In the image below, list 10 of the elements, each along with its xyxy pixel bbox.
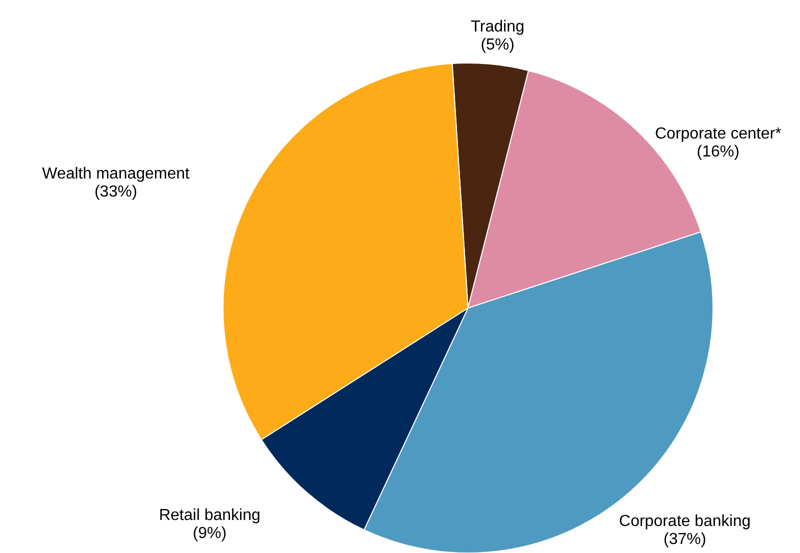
slice-label: Wealth management [42, 166, 190, 183]
data-label: (33%) [94, 184, 138, 201]
slice-label: Corporate center* [655, 125, 782, 142]
slice-label: Retail banking [158, 506, 260, 524]
data-label: (5%) [480, 36, 514, 54]
slice-label: Trading [470, 18, 524, 36]
data-label: (16%) [696, 143, 740, 160]
slice-label: Corporate banking [619, 513, 751, 530]
data-label: (9%) [192, 524, 227, 542]
data-label: (37%) [663, 531, 706, 548]
